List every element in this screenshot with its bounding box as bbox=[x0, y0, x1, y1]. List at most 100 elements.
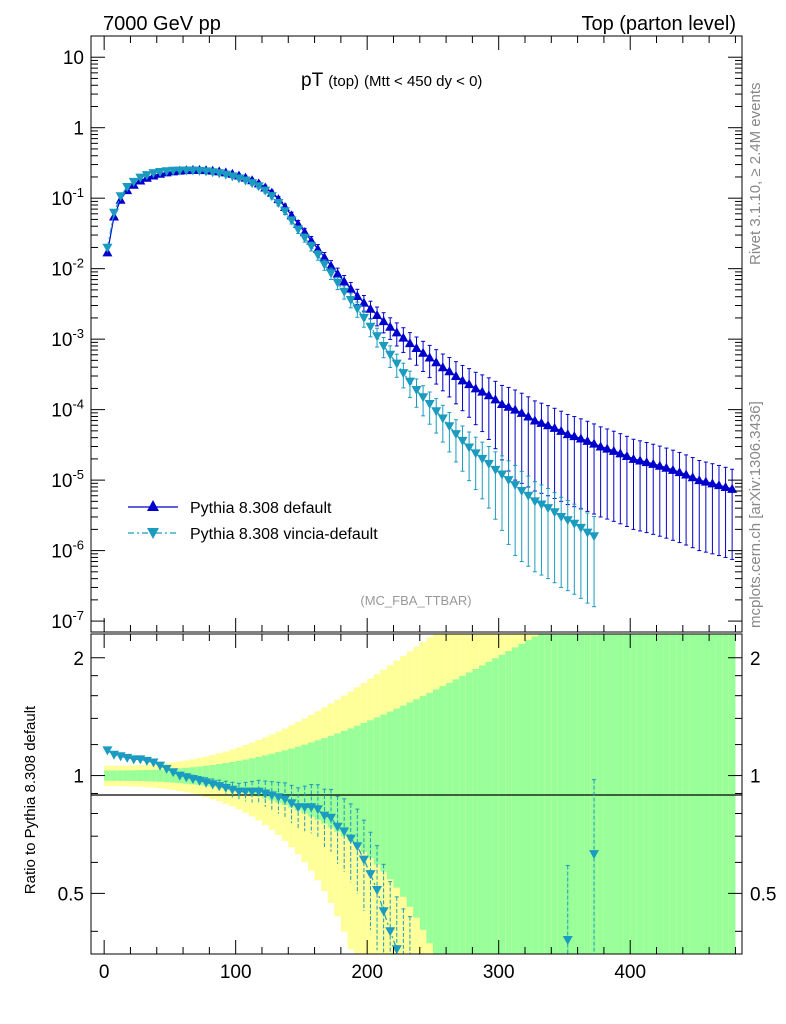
data-point-default bbox=[339, 276, 350, 286]
data-point-vincia bbox=[569, 519, 580, 529]
series-line bbox=[106, 169, 595, 537]
data-point-default bbox=[556, 425, 567, 435]
ratio-band-1sigma bbox=[603, 634, 611, 954]
data-point-default bbox=[628, 453, 639, 463]
ratio-band-1sigma bbox=[308, 742, 315, 817]
data-point-vincia bbox=[128, 177, 139, 187]
data-point-vincia bbox=[404, 377, 415, 387]
data-point-default bbox=[523, 411, 534, 421]
data-point-vincia bbox=[148, 169, 159, 179]
data-point-vincia bbox=[431, 407, 442, 417]
ratio-point-vincia bbox=[358, 855, 369, 865]
ratio-point-vincia bbox=[168, 768, 179, 778]
data-point-default bbox=[575, 433, 586, 443]
ratio-band-1sigma bbox=[242, 759, 249, 794]
ratio-point-vincia bbox=[352, 842, 363, 852]
data-point-vincia bbox=[516, 487, 527, 497]
data-point-default bbox=[635, 455, 646, 465]
data-point-vincia bbox=[339, 287, 350, 297]
data-point-default bbox=[687, 472, 698, 482]
data-point-vincia bbox=[247, 179, 258, 189]
ratio-band-1sigma bbox=[294, 746, 302, 811]
data-point-vincia bbox=[424, 400, 435, 410]
data-point-vincia bbox=[299, 233, 310, 243]
ratio-point-vincia bbox=[161, 764, 172, 774]
ratio-band-1sigma bbox=[518, 643, 525, 954]
data-point-default bbox=[326, 260, 337, 270]
y-tick-label: 10-5 bbox=[51, 467, 84, 492]
data-point-vincia bbox=[496, 470, 507, 480]
ratio-band-1sigma bbox=[426, 692, 433, 944]
ratio-band-1sigma bbox=[492, 658, 499, 954]
legend-marker-vincia bbox=[147, 528, 159, 539]
ratio-band-1sigma bbox=[360, 723, 368, 852]
data-point-vincia bbox=[457, 436, 468, 446]
data-point-default bbox=[437, 362, 448, 372]
ratio-y-tick-label: 1 bbox=[73, 767, 84, 788]
ratio-band-1sigma bbox=[432, 689, 440, 954]
data-point-vincia bbox=[312, 251, 323, 261]
ratio-band-1sigma bbox=[709, 634, 716, 954]
ratio-y-tick-label: 2 bbox=[73, 649, 84, 670]
data-point-vincia bbox=[109, 208, 120, 218]
data-point-default bbox=[431, 357, 442, 367]
ratio-point-vincia bbox=[155, 761, 166, 771]
data-point-vincia bbox=[326, 269, 337, 279]
data-point-default bbox=[569, 431, 580, 441]
data-point-vincia bbox=[293, 225, 304, 235]
ratio-band-1sigma bbox=[301, 744, 308, 814]
data-point-vincia bbox=[556, 512, 567, 522]
ratio-band-1sigma bbox=[255, 756, 262, 797]
legend: Pythia 8.308 default Pythia 8.308 vincia… bbox=[128, 500, 378, 543]
legend-marker-default bbox=[147, 500, 159, 511]
legend-label-vincia: Pythia 8.308 vincia-default bbox=[190, 526, 378, 543]
data-point-default bbox=[536, 417, 547, 427]
ratio-band-1sigma bbox=[327, 735, 335, 828]
ratio-band-1sigma bbox=[314, 740, 322, 820]
data-point-vincia bbox=[418, 393, 429, 403]
data-point-vincia bbox=[536, 500, 547, 510]
ratio-point-vincia bbox=[233, 787, 244, 797]
data-point-vincia bbox=[253, 182, 264, 192]
ratio-band-1sigma bbox=[248, 758, 256, 795]
data-point-default bbox=[450, 371, 461, 381]
ratio-band-1sigma bbox=[617, 634, 624, 954]
ratio-band-1sigma bbox=[137, 770, 144, 782]
data-point-vincia bbox=[411, 385, 422, 395]
header-right: Top (parton level) bbox=[581, 13, 736, 35]
ratio-band-1sigma bbox=[571, 634, 578, 954]
data-point-default bbox=[385, 321, 396, 331]
data-point-default bbox=[720, 481, 731, 491]
ratio-band-1sigma bbox=[281, 750, 289, 806]
ratio-y-tick-label-right: 1 bbox=[750, 767, 761, 788]
ratio-point-vincia bbox=[247, 787, 258, 797]
ratio-band-1sigma bbox=[275, 752, 282, 803]
x-tick-label: 0 bbox=[99, 962, 110, 983]
data-point-vincia bbox=[549, 508, 560, 518]
ratio-point-vincia bbox=[365, 870, 376, 880]
data-point-vincia bbox=[562, 516, 573, 526]
data-point-default bbox=[404, 338, 415, 348]
data-point-default bbox=[562, 429, 573, 439]
ratio-band-1sigma bbox=[373, 717, 381, 865]
ratio-point-vincia bbox=[562, 936, 573, 946]
ratio-band-1sigma bbox=[623, 634, 631, 954]
data-point-vincia bbox=[490, 465, 501, 475]
data-point-vincia bbox=[529, 497, 540, 507]
data-point-default bbox=[378, 316, 389, 326]
ratio-point-vincia bbox=[326, 813, 337, 823]
data-point-default bbox=[667, 464, 678, 474]
plot-title: pT (top) (Mtt < 450 dy < 0) bbox=[301, 70, 482, 91]
data-point-vincia bbox=[332, 278, 343, 288]
data-point-vincia bbox=[582, 528, 593, 538]
data-point-vincia bbox=[122, 182, 133, 192]
ratio-band-1sigma bbox=[472, 668, 479, 954]
ratio-band-1sigma bbox=[413, 699, 420, 918]
ratio-point-vincia bbox=[286, 799, 297, 809]
data-point-default bbox=[648, 458, 659, 468]
data-point-vincia bbox=[391, 359, 402, 369]
ratio-band-1sigma bbox=[406, 702, 414, 907]
ratio-band-1sigma bbox=[123, 770, 131, 781]
data-point-vincia bbox=[444, 422, 455, 432]
ratio-band-1sigma bbox=[419, 696, 427, 930]
